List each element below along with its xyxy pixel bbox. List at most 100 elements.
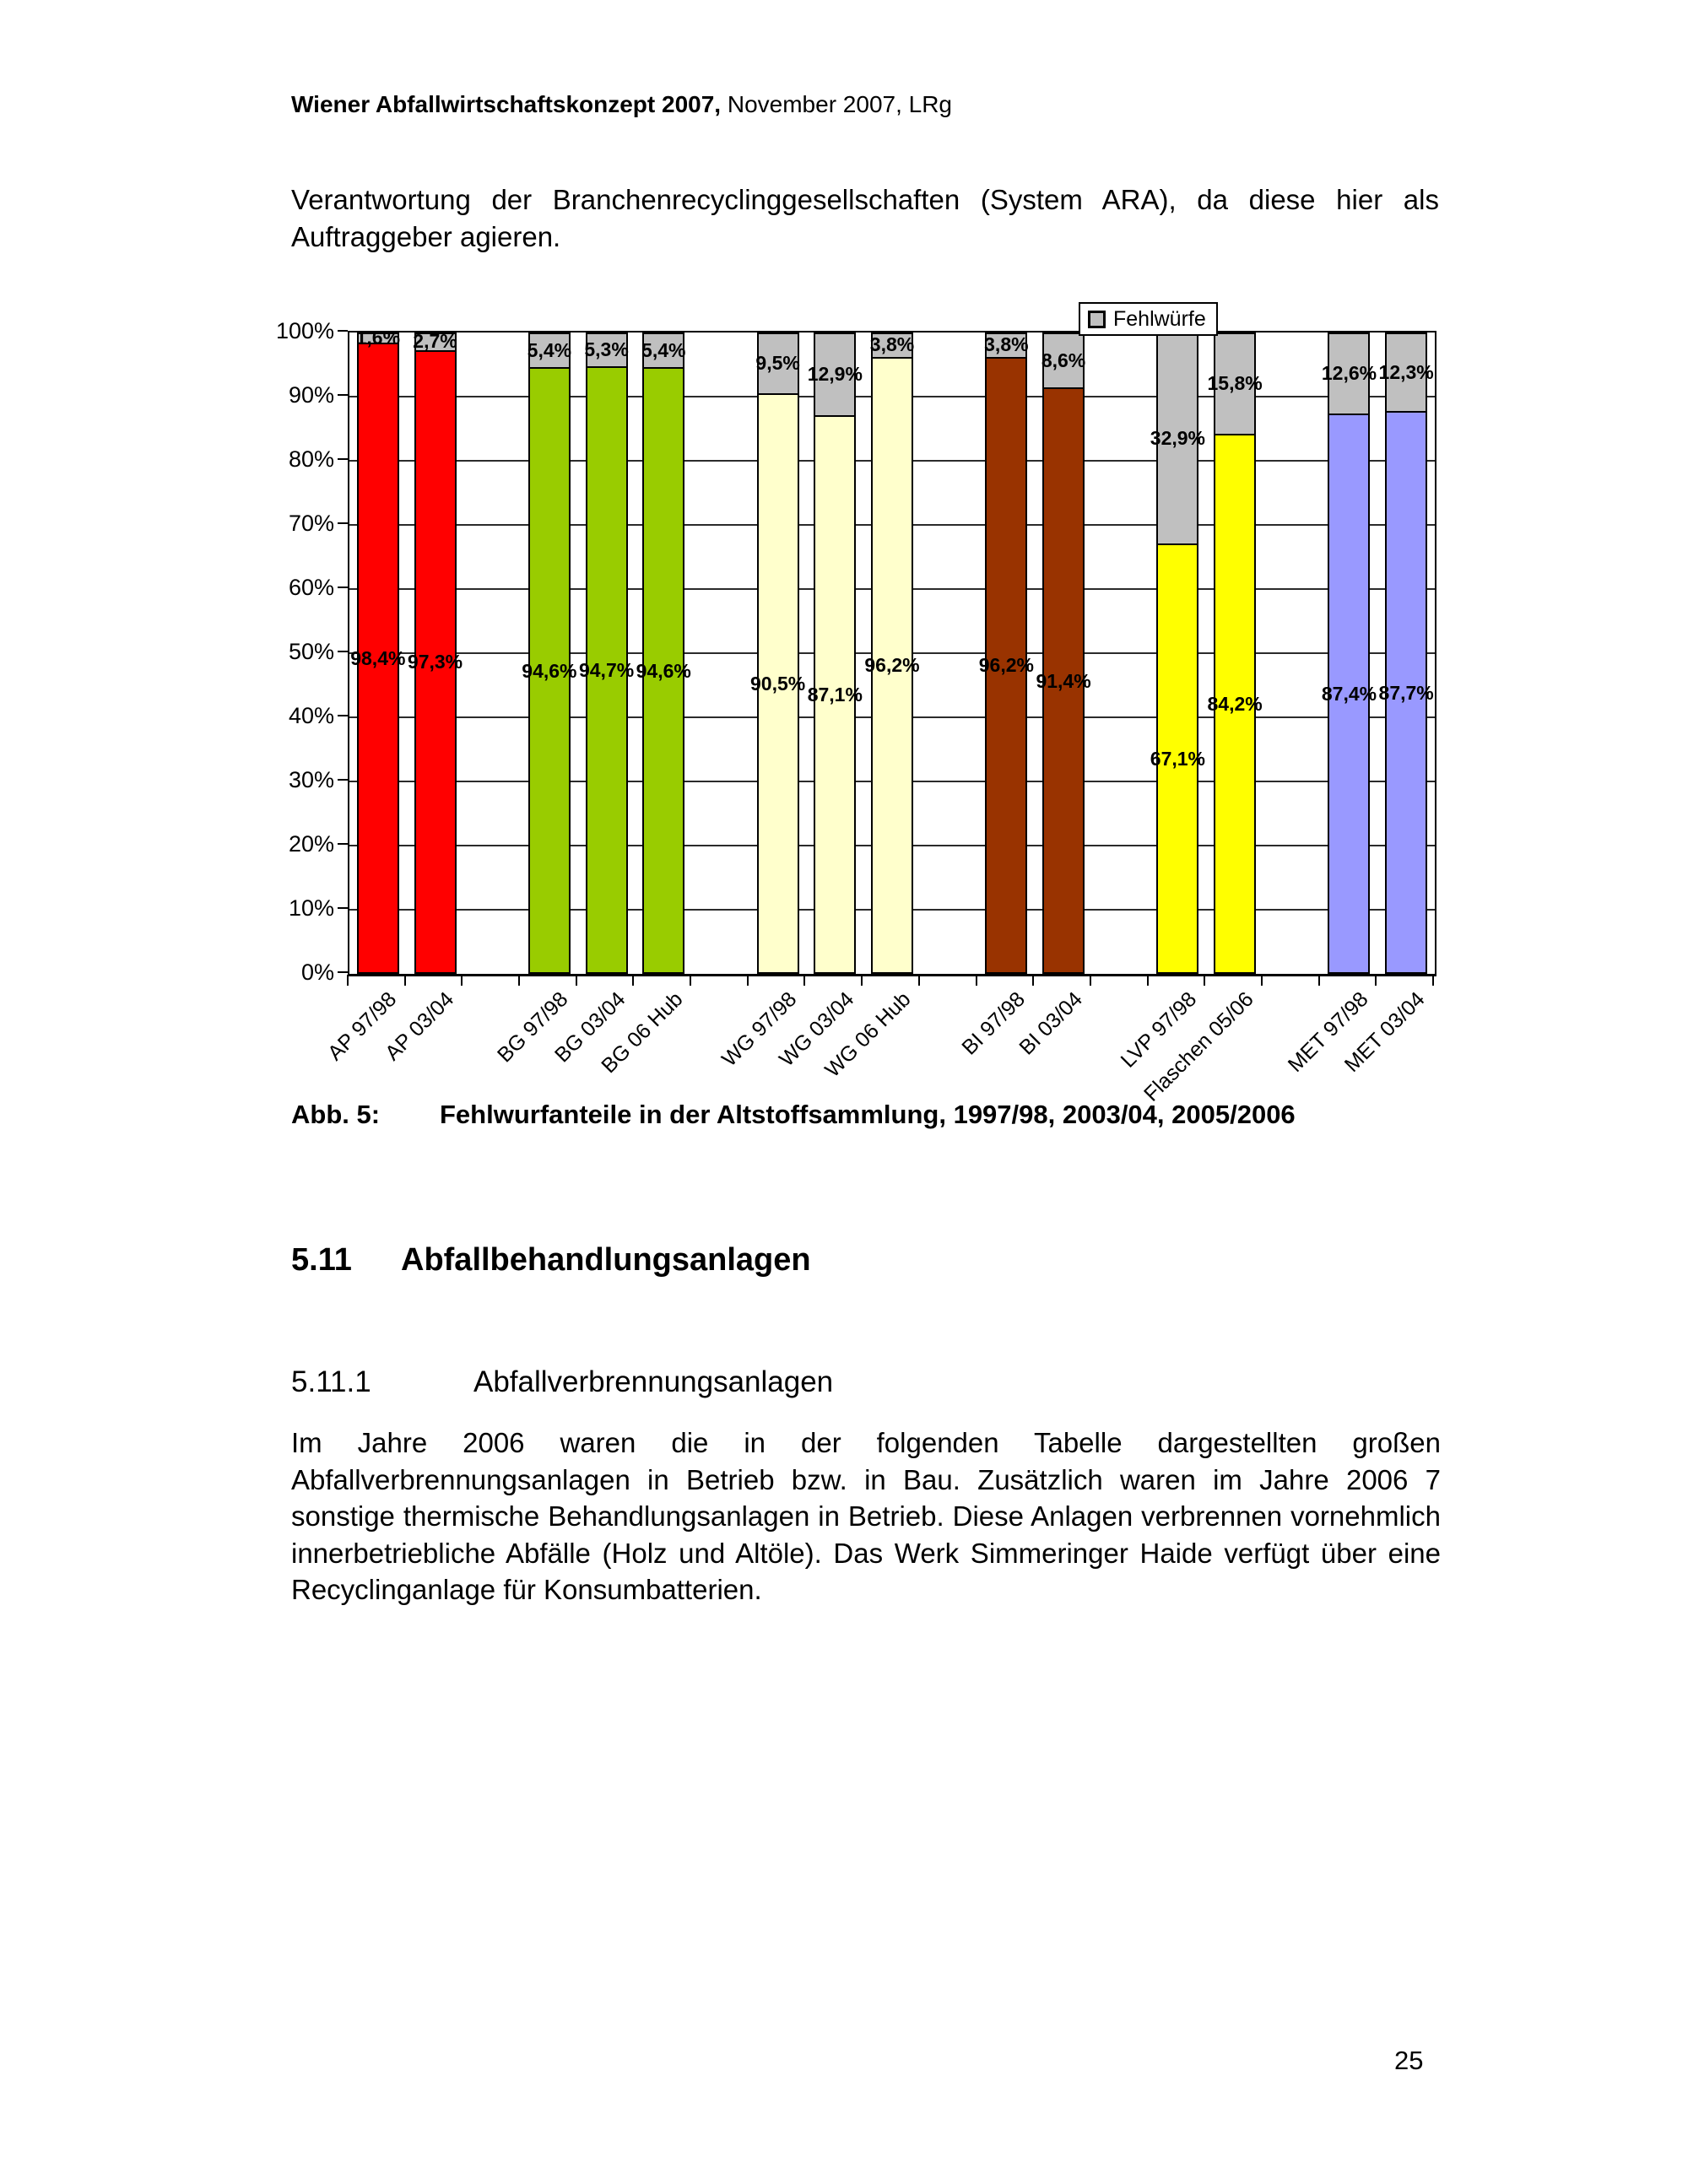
bar-segment-main xyxy=(1328,413,1371,974)
bar-segment-fehlwurf xyxy=(1042,332,1085,390)
bar-fehlwurf-value-label: 8,6% xyxy=(1041,349,1086,371)
x-axis-tick xyxy=(1432,975,1434,986)
y-axis-tick xyxy=(338,843,348,845)
bar-segment-main xyxy=(985,356,1028,974)
y-axis-label: 50% xyxy=(288,639,334,664)
x-axis-tick xyxy=(1317,975,1320,986)
bar-main-value-label: 96,2% xyxy=(864,654,920,677)
bar-main-value-label: 87,4% xyxy=(1321,682,1377,705)
bar-main-value-label: 84,2% xyxy=(1207,693,1263,716)
bar-segment-fehlwurf xyxy=(1156,332,1199,546)
bar-main-value-label: 96,2% xyxy=(978,654,1034,677)
y-axis-label: 40% xyxy=(288,703,334,728)
y-axis-label: 100% xyxy=(275,318,334,343)
y-axis-label: 20% xyxy=(288,831,334,857)
x-axis-category-label: BI 03/04 xyxy=(1014,987,1087,1060)
y-axis-label: 80% xyxy=(288,446,334,472)
bar-segment-fehlwurf xyxy=(528,332,571,370)
bar-fehlwurf-value-label: 15,8% xyxy=(1207,372,1263,395)
x-axis-tick xyxy=(1204,975,1206,986)
bar-fehlwurf-value-label: 2,7% xyxy=(413,330,457,353)
running-header-title: Wiener Abfallwirtschaftskonzept 2007, xyxy=(291,91,722,117)
x-axis-tick xyxy=(518,975,521,986)
bar-fehlwurf-value-label: 3,8% xyxy=(984,333,1029,356)
bar-segment-fehlwurf xyxy=(414,332,457,352)
bar-fehlwurf-value-label: 32,9% xyxy=(1150,427,1206,450)
x-axis-tick xyxy=(861,975,863,986)
bar-segment-main xyxy=(1385,411,1428,974)
page-number: 25 xyxy=(1394,2046,1424,2075)
y-axis-tick xyxy=(338,587,348,588)
intro-paragraph: Verantwortung der Branchenrecyclinggesel… xyxy=(291,184,1439,252)
bar-main-value-label: 87,1% xyxy=(807,684,863,706)
bar-segment-main xyxy=(356,343,399,974)
y-axis-tick xyxy=(338,651,348,652)
bar-fehlwurf-value-label: 1,6% xyxy=(355,327,401,349)
chart-plot-area: 98,4% 1,6% 97,3% 2,7% 94,6% 5,4% 94,7% 5,3% 94,6… xyxy=(348,327,1436,976)
x-axis-tick xyxy=(461,975,463,986)
bar-fehlwurf-value-label: 9,5% xyxy=(755,352,800,375)
bar-fehlwurf-value-label: 12,6% xyxy=(1321,361,1377,384)
bar-segment-fehlwurf xyxy=(1385,332,1428,414)
x-axis-tick xyxy=(632,975,635,986)
bar-fehlwurf-value-label: 5,4% xyxy=(641,338,686,361)
bar-main-value-label: 67,1% xyxy=(1150,748,1206,770)
subsection-title: Abfallverbrennungsanlagen xyxy=(473,1365,834,1398)
x-axis-tick xyxy=(1146,975,1149,986)
bar-segment-fehlwurf xyxy=(1214,332,1257,436)
bar-segment-main xyxy=(585,366,628,974)
bar-fehlwurf-value-label: 5,4% xyxy=(527,338,572,361)
x-axis-tick xyxy=(403,975,406,986)
x-axis-tick xyxy=(803,975,806,986)
chart-legend: Fehlwürfe xyxy=(1079,302,1218,336)
legend-label: Fehlwürfe xyxy=(1113,306,1206,331)
x-axis-tick xyxy=(690,975,692,986)
bar-segment-fehlwurf xyxy=(814,332,857,418)
subsection-number: 5.11.1 xyxy=(291,1365,371,1398)
bar-segment-main xyxy=(642,367,685,974)
bar-main-value-label: 97,3% xyxy=(407,651,463,673)
bar-segment-main xyxy=(414,349,457,974)
y-axis-tick xyxy=(338,715,348,716)
bar-segment-main xyxy=(871,356,913,974)
bar-segment-fehlwurf xyxy=(1328,332,1371,415)
bar-segment-main xyxy=(1214,434,1257,974)
x-axis-tick xyxy=(975,975,977,986)
bar-segment-fehlwurf xyxy=(585,332,628,369)
bar-segment-main xyxy=(814,415,857,974)
figure-caption: Abb. 5: Fehlwurfanteile in der Altstoffsa… xyxy=(291,1100,1296,1130)
bar-segment-fehlwurf xyxy=(756,332,799,396)
bar-segment-fehlwurf xyxy=(871,332,913,359)
y-axis-tick xyxy=(338,458,348,460)
y-axis-tick xyxy=(338,971,348,973)
y-axis-tick xyxy=(338,907,348,909)
bar-main-value-label: 91,4% xyxy=(1036,669,1091,692)
section-heading: 5.11 Abfallbehandlungsanlagen xyxy=(291,1242,811,1279)
bar-main-value-label: 90,5% xyxy=(750,673,806,695)
bar-main-value-label: 98,4% xyxy=(350,647,406,670)
bar-fehlwurf-value-label: 12,3% xyxy=(1378,360,1434,383)
bar-fehlwurf-value-label: 3,8% xyxy=(869,333,915,356)
bar-fehlwurf-value-label: 5,3% xyxy=(584,338,629,361)
bar-fehlwurf-value-label: 12,9% xyxy=(807,363,863,386)
y-axis-label: 70% xyxy=(288,511,334,536)
x-axis-tick xyxy=(1089,975,1091,986)
bar-segment-main xyxy=(1042,387,1085,974)
x-axis-category-label: BI 97/98 xyxy=(957,987,1031,1060)
y-axis-tick xyxy=(338,779,348,781)
subsection-heading: 5.11.1 Abfallverbrennungsanlagen xyxy=(291,1365,833,1399)
y-axis-tick xyxy=(338,522,348,524)
x-axis-tick xyxy=(1375,975,1377,986)
x-axis-tick xyxy=(1260,975,1263,986)
legend-swatch-fehlwuerfe xyxy=(1088,310,1106,328)
section-number: 5.11 xyxy=(291,1242,352,1278)
y-axis-label: 10% xyxy=(288,895,334,921)
x-axis-tick xyxy=(1032,975,1035,986)
y-axis-label: 60% xyxy=(288,575,334,600)
bar-main-value-label: 94,7% xyxy=(578,659,635,682)
running-header-date: November 2007, LRg xyxy=(721,91,953,117)
bar-segment-main xyxy=(528,367,571,974)
y-axis-tick xyxy=(338,330,348,332)
y-axis-label: 90% xyxy=(288,382,334,408)
